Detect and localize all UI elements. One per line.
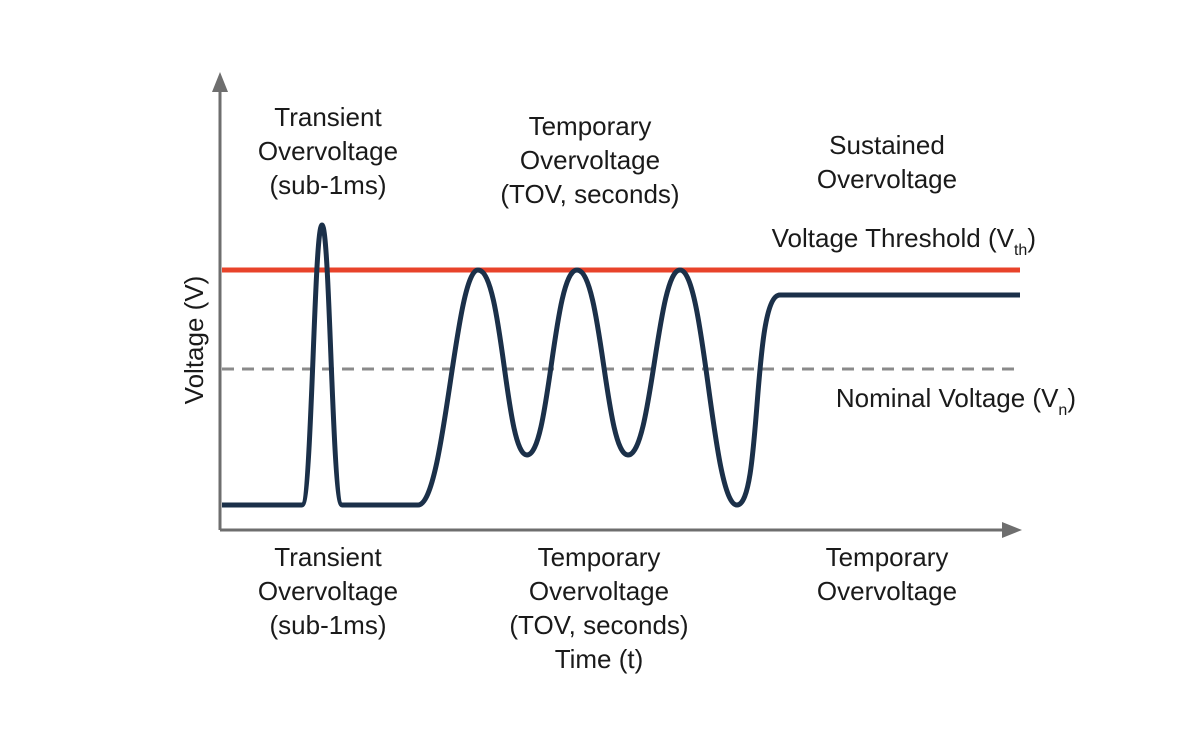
top-label: Transient [274, 102, 382, 132]
y-axis-arrow [212, 72, 228, 92]
top-label: (sub-1ms) [269, 170, 386, 200]
top-label: Overvoltage [258, 136, 398, 166]
threshold-suffix: ) [1027, 223, 1036, 253]
threshold-subscript: th [1014, 242, 1027, 259]
top-label: Overvoltage [520, 145, 660, 175]
nominal-suffix: ) [1067, 383, 1076, 413]
nominal-label: Nominal Voltage (Vn) [836, 383, 1076, 419]
bottom-label: Overvoltage [817, 576, 957, 606]
x-axis-arrow [1002, 522, 1022, 538]
bottom-label: Transient [274, 542, 382, 572]
bottom-label: Temporary [538, 542, 661, 572]
waveform [222, 222, 1020, 508]
threshold-label: Voltage Threshold (Vth) [772, 223, 1036, 259]
nominal-subscript: n [1058, 402, 1067, 419]
top-label: Temporary [529, 111, 652, 141]
x-axis-label: Time (t) [555, 644, 644, 674]
bottom-label: (TOV, seconds) [509, 610, 688, 640]
bottom-label: Temporary [826, 542, 949, 572]
bottom-label: Overvoltage [529, 576, 669, 606]
bottom-label: (sub-1ms) [269, 610, 386, 640]
y-axis-label: Voltage (V) [179, 276, 209, 405]
threshold-text: Voltage Threshold (V [772, 223, 1015, 253]
top-label: Overvoltage [817, 164, 957, 194]
top-label: (TOV, seconds) [500, 179, 679, 209]
nominal-text: Nominal Voltage (V [836, 383, 1059, 413]
top-label: Sustained [829, 130, 945, 160]
bottom-label: Overvoltage [258, 576, 398, 606]
